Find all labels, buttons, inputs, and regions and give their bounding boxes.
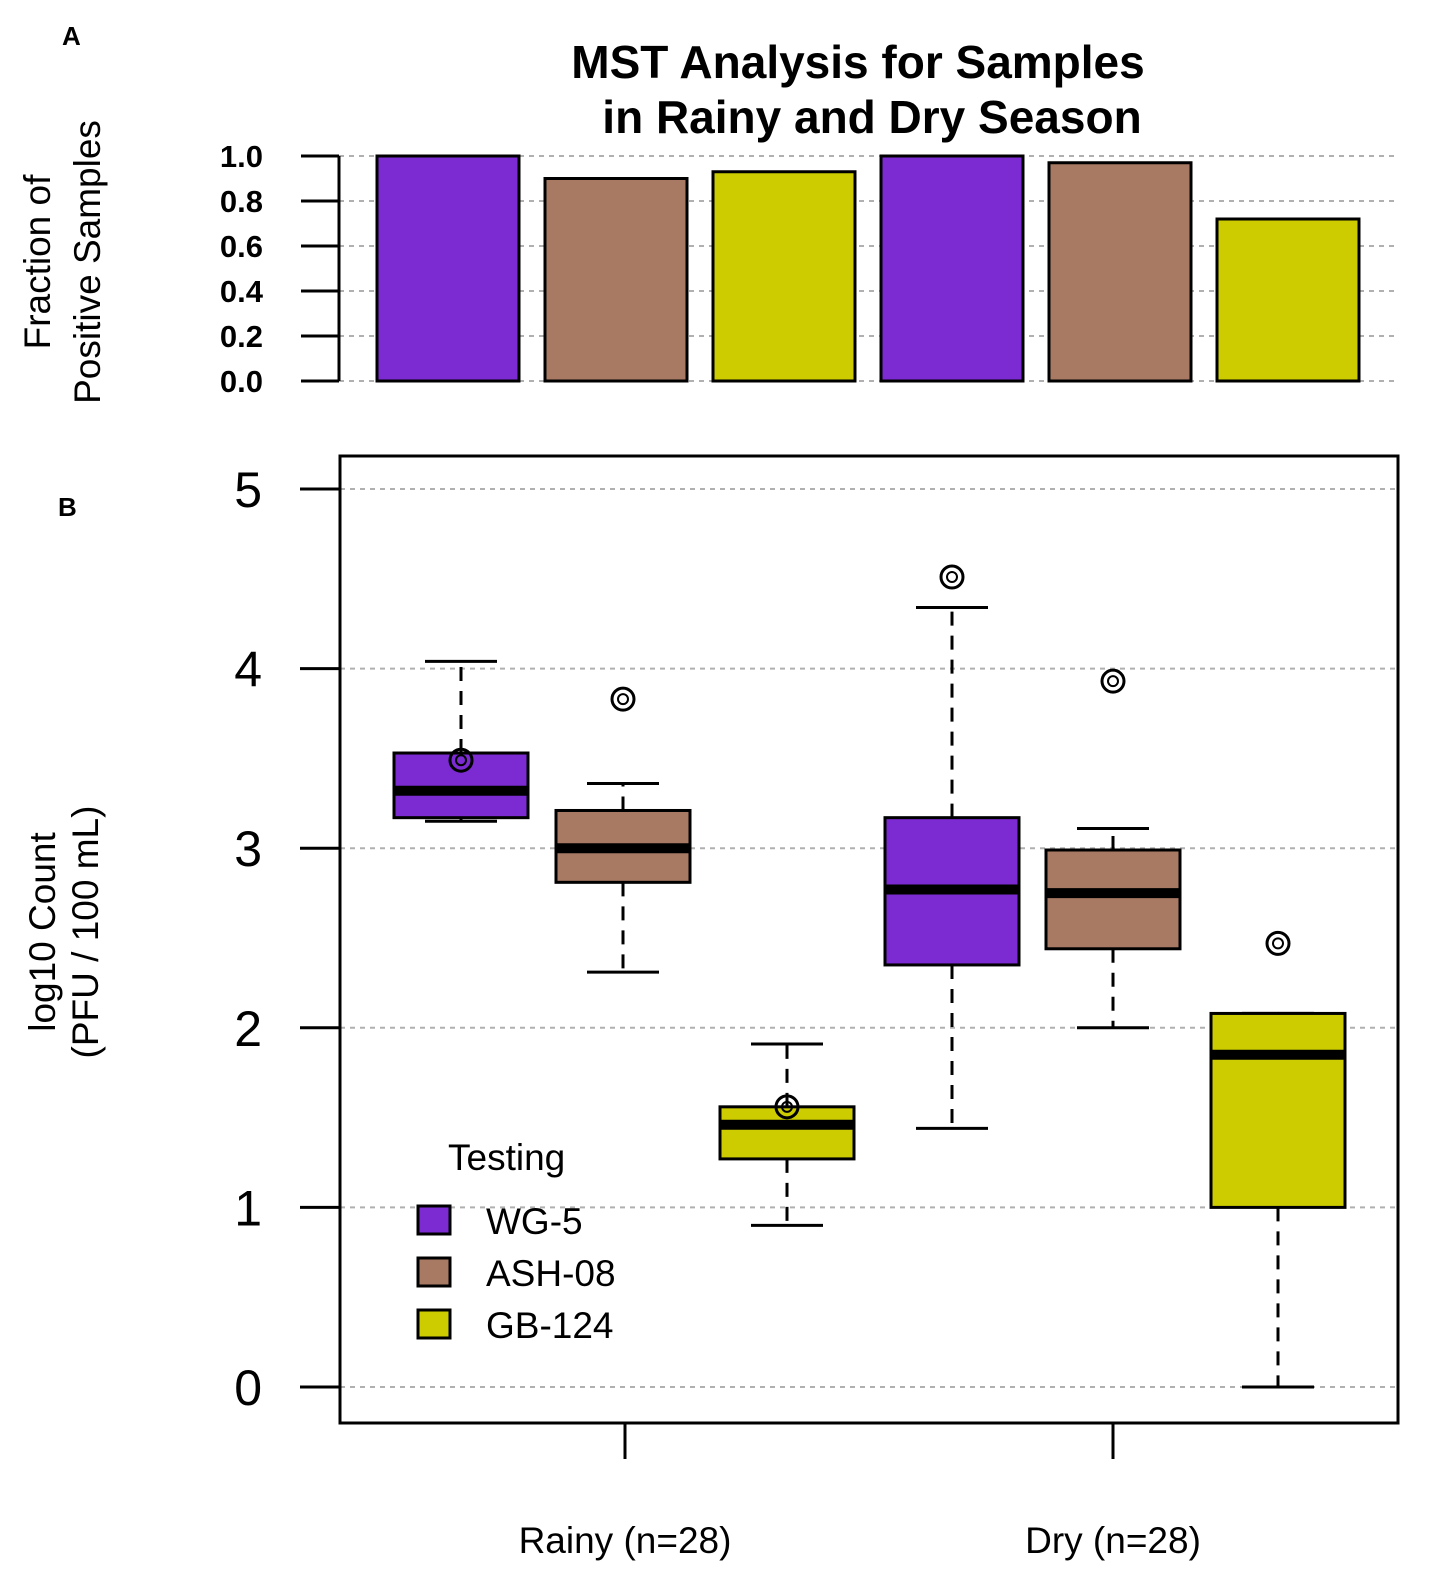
outlier-inner <box>1272 937 1284 950</box>
panel-a-ytick-label: 0.4 <box>220 274 264 309</box>
panel-label-a: A <box>62 21 81 51</box>
outlier-circle <box>774 1094 800 1120</box>
outlier-point <box>939 564 965 590</box>
panel-a-ytick-label: 0.2 <box>220 319 263 354</box>
panel-b-ylabel-line-2: (PFU / 100 mL) <box>65 806 106 1059</box>
chart-title-line-2: in Rainy and Dry Season <box>602 91 1141 143</box>
panel-b-ytick-label: 3 <box>234 821 262 877</box>
panel-a-ytick-label: 1.0 <box>220 139 263 174</box>
bar-rainy-gb-124 <box>711 170 857 383</box>
outlier-inner <box>781 1100 793 1113</box>
bar-dry-ash-08 <box>1047 161 1193 383</box>
panel-label-b: B <box>58 492 77 522</box>
panel-b-ytick-label: 5 <box>234 462 262 518</box>
box-iqr <box>1044 848 1182 951</box>
panel-b-ytick-label: 2 <box>234 1001 262 1057</box>
outlier-inner <box>617 693 629 706</box>
chart-title-line-1: MST Analysis for Samples <box>571 36 1144 88</box>
box-iqr <box>718 1105 856 1161</box>
panel-a-ytick-label: 0.0 <box>220 364 263 399</box>
legend-label: GB-124 <box>486 1305 614 1346</box>
category-label: Rainy (n=28) <box>519 1520 732 1561</box>
bar-rainy-wg-5 <box>375 154 521 383</box>
panel-a-ylabel-line-2: Positive Samples <box>67 120 108 404</box>
panel-a-ytick-label: 0.8 <box>220 184 263 219</box>
outlier-point <box>448 747 474 773</box>
box-rainy-wg-5 <box>392 659 530 823</box>
box-rainy-gb-124 <box>718 1042 856 1227</box>
outlier-inner <box>455 754 467 767</box>
outlier-circle <box>610 686 636 712</box>
outlier-circle <box>448 747 474 773</box>
panel-b-ytick-label: 1 <box>234 1180 262 1236</box>
outlier-inner <box>1107 675 1119 688</box>
box-dry-gb-124 <box>1209 930 1347 1389</box>
panel-b-ylabel-line-1: log10 Count <box>22 832 63 1032</box>
category-label: Dry (n=28) <box>1025 1520 1201 1561</box>
legend-swatch-gb-124 <box>416 1308 452 1340</box>
bar-rainy-ash-08 <box>543 177 689 383</box>
legend: Testing WG-5 ASH-08 GB-124 <box>416 1137 616 1346</box>
outlier-point <box>1100 668 1126 694</box>
panel-a-bar-chart: 0.0 0.2 0.4 0.6 0.8 1.0 <box>220 139 1395 399</box>
panel-b-plot-frame <box>338 454 1400 1425</box>
legend-title: Testing <box>448 1137 565 1178</box>
box-dry-ash-08 <box>1044 668 1182 1030</box>
box-iqr <box>392 751 530 820</box>
outlier-inner <box>946 571 958 584</box>
bar-dry-wg-5 <box>879 154 1025 383</box>
legend-label: ASH-08 <box>486 1253 616 1294</box>
legend-swatch-wg-5 <box>416 1204 452 1236</box>
legend-label: WG-5 <box>486 1201 583 1242</box>
panel-b-box-plot: 0 1 2 3 4 5 Rainy (n=28) Dry (n=28) Testing WG-5 A… <box>234 454 1400 1561</box>
panel-a-ytick-label: 0.6 <box>220 229 263 264</box>
box-rainy-ash-08 <box>554 686 692 974</box>
panel-b-ytick-label: 0 <box>234 1360 262 1416</box>
bar-dry-gb-124 <box>1215 217 1361 383</box>
box-dry-wg-5 <box>883 564 1021 1130</box>
box-iqr <box>1209 1011 1347 1209</box>
outlier-circle <box>1100 668 1126 694</box>
outlier-point <box>610 686 636 712</box>
outlier-point <box>774 1094 800 1120</box>
panel-b-ytick-label: 4 <box>234 642 262 698</box>
outlier-circle <box>939 564 965 590</box>
outlier-point <box>1265 930 1291 956</box>
panel-a-ylabel-line-1: Fraction of <box>17 174 58 350</box>
outlier-circle <box>1265 930 1291 956</box>
legend-swatch-ash-08 <box>416 1256 452 1288</box>
